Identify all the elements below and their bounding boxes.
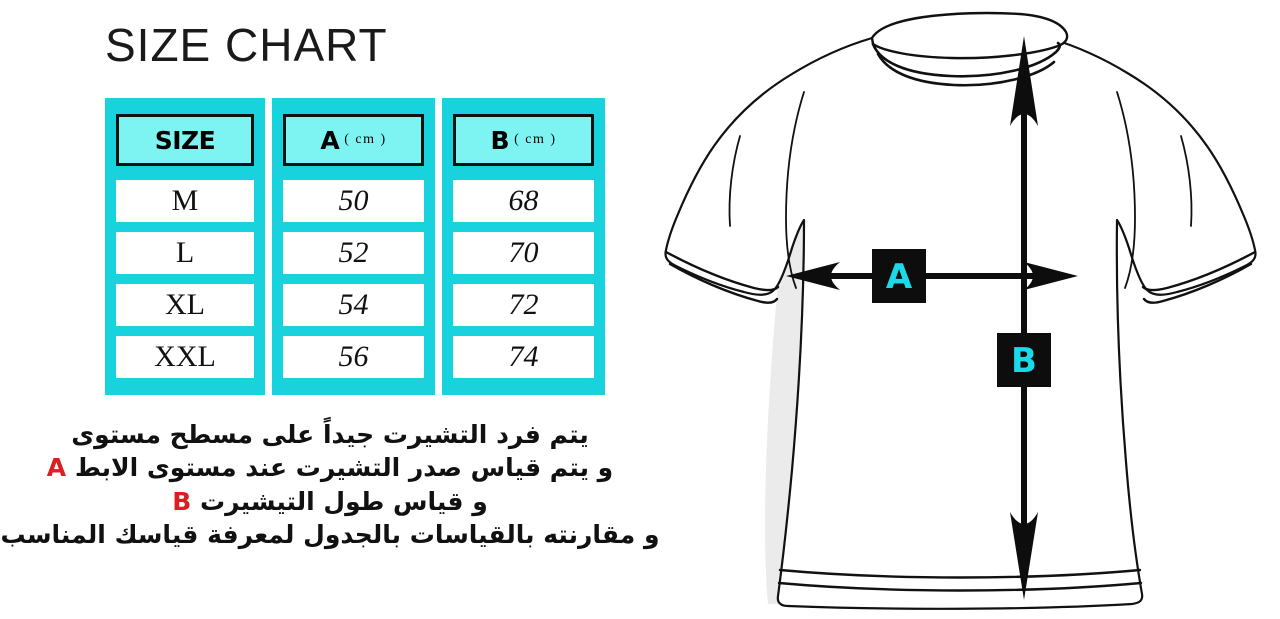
shirt-outline	[664, 36, 1257, 610]
table-column-a: A ( cm ) 50 52 54 56	[272, 98, 435, 395]
left-info-panel: SIZE CHART SIZE M L XL XXL	[0, 19, 660, 551]
measure-label-b-text: B	[1011, 341, 1037, 381]
instruction-line-2-text: و يتم قياس صدر التشيرت عند مستوى الابط	[74, 453, 614, 483]
measure-label-a: A	[872, 249, 926, 303]
instruction-line-1-text: يتم فرد التشيرت جيداً على مسطح مستوى	[71, 420, 589, 449]
table-row: 68	[453, 180, 594, 222]
table-cells-size: M L XL XXL	[105, 171, 265, 384]
column-header-a-unit: ( cm )	[344, 132, 387, 147]
table-column-b: B ( cm ) 68 70 72 74	[442, 98, 605, 395]
table-row: 52	[283, 232, 424, 274]
measure-arrow-b	[1010, 36, 1038, 600]
table-row: XL	[116, 284, 254, 326]
table-row: 54	[283, 284, 424, 326]
table-row: 74	[453, 336, 594, 378]
instruction-line-4: و مقارنته بالقياسات بالجدول لمعرفة قياسك…	[0, 518, 660, 551]
instruction-line-2: و يتم قياس صدر التشيرت عند مستوى الابط A	[0, 451, 660, 484]
column-header-b-label: B	[490, 125, 510, 155]
column-header-b: B ( cm )	[453, 114, 594, 166]
column-header-a: A ( cm )	[283, 114, 424, 166]
right-sleeve-hem	[1141, 250, 1257, 304]
column-header-a-wrap: A ( cm )	[272, 109, 435, 171]
tshirt-diagram: A B	[640, 0, 1280, 619]
measure-arrow-a	[786, 262, 1078, 290]
instruction-line-3-text: و قياس طول التيشيرت	[200, 486, 488, 516]
column-header-a-label: A	[320, 125, 340, 155]
column-header-size-label: SIZE	[154, 125, 216, 155]
shirt-bottom-hem	[777, 568, 1143, 592]
left-sleeve-hem	[664, 250, 780, 304]
measure-marker-a: A	[46, 453, 67, 483]
column-header-size-wrap: SIZE	[105, 109, 265, 171]
size-table: SIZE M L XL XXL A ( cm )	[105, 98, 605, 395]
table-cells-a: 50 52 54 56	[272, 171, 435, 384]
table-row: 70	[453, 232, 594, 274]
page-title: SIZE CHART	[105, 19, 388, 71]
shirt-creases	[728, 91, 1193, 289]
table-row: 72	[453, 284, 594, 326]
instruction-line-4-text: و مقارنته بالقياسات بالجدول لمعرفة قياسك…	[0, 519, 660, 549]
measure-label-a-text: A	[886, 257, 913, 297]
table-column-size: SIZE M L XL XXL	[105, 98, 265, 395]
instructions-block: يتم فرد التشيرت جيداً على مسطح مستوى و ي…	[0, 418, 660, 551]
table-row: 50	[283, 180, 424, 222]
shirt-collar-rib	[871, 41, 1062, 87]
column-header-b-unit: ( cm )	[514, 132, 557, 147]
shirt-collar	[870, 11, 1069, 60]
instruction-line-3: و قياس طول التيشيرت B	[0, 485, 660, 518]
measure-label-b: B	[997, 333, 1051, 387]
measure-marker-b: B	[172, 486, 192, 516]
table-row: L	[116, 232, 254, 274]
column-header-b-wrap: B ( cm )	[442, 109, 605, 171]
column-header-size: SIZE	[116, 114, 254, 166]
instruction-line-1: يتم فرد التشيرت جيداً على مسطح مستوى	[0, 418, 660, 451]
table-row: M	[116, 180, 254, 222]
table-row: 56	[283, 336, 424, 378]
table-row: XXL	[116, 336, 254, 378]
table-cells-b: 68 70 72 74	[442, 171, 605, 384]
